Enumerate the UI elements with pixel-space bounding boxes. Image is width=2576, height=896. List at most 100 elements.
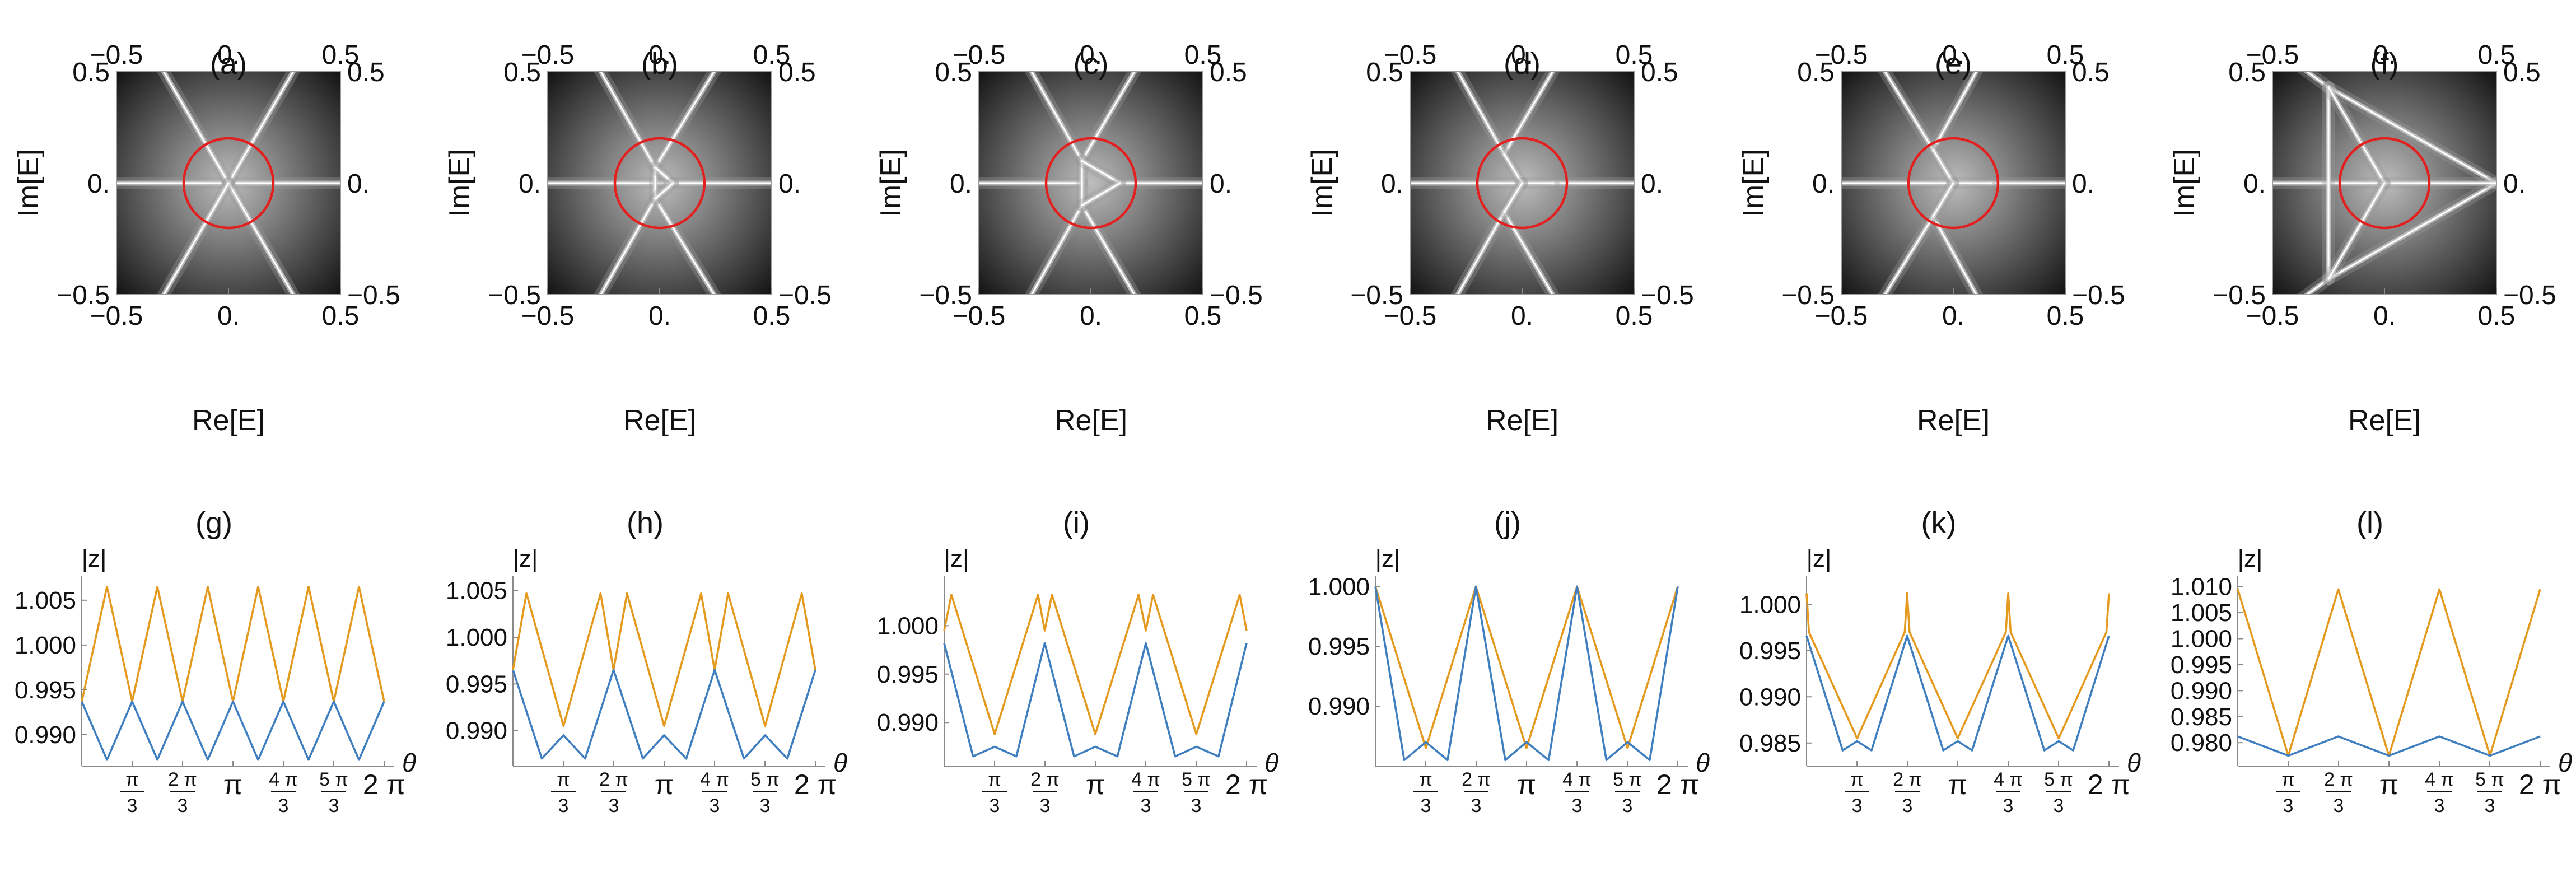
fraction-denominator: 3 — [760, 795, 771, 816]
x-tick-label-top: −0.5 — [521, 40, 575, 70]
y-tick-label-right: −0.5 — [1210, 281, 1263, 310]
fraction-denominator: 3 — [1471, 795, 1482, 816]
density-panel-1: −0.5−0.50.0.0.50.5−0.5 −0.50. 0.0.5 0.5(a)R… — [12, 40, 400, 437]
x-tick-label: 2 π — [2088, 769, 2130, 800]
x-tick-label: π — [1948, 769, 1968, 800]
x-tick-fraction: 4 π3 — [700, 769, 729, 816]
y-tick-label-left: 0. — [519, 169, 541, 199]
spectral-branch-line — [2327, 182, 2386, 280]
fraction-numerator: 5 π — [319, 769, 348, 790]
fraction-denominator: 3 — [2003, 795, 2014, 816]
x-tick-fraction: 2 π3 — [1462, 769, 1491, 816]
y-tick-label-left: −0.5 — [2213, 281, 2266, 310]
fraction-numerator: π — [988, 769, 1001, 790]
x-tick-label-top: 0.5 — [1184, 40, 1222, 70]
y-tick-label-right: 0.5 — [1210, 58, 1247, 87]
x-tick-fraction: 5 π3 — [1182, 769, 1211, 816]
x-tick-label-bottom: 0. — [1942, 301, 1964, 331]
panel-label: (c) — [1074, 47, 1109, 81]
spectral-branch-line — [1884, 216, 1934, 295]
y-tick-label-left: 0. — [2243, 169, 2266, 199]
y-tick-label-left: −0.5 — [919, 281, 972, 310]
x-tick-fraction: 5 π3 — [2475, 769, 2504, 816]
series-line — [1805, 634, 2110, 752]
spectral-branch-line — [654, 198, 716, 295]
density-panel-2: −0.5−0.50.0.0.50.5−0.5 −0.50. 0.0.5 0.5(b)R… — [444, 40, 832, 437]
x-tick-fraction: 4 π3 — [1562, 769, 1592, 816]
spectral-branch-line — [2327, 182, 2496, 280]
y-tick-label-left: 0.5 — [72, 58, 110, 87]
y-tick-label-left: 0.5 — [935, 58, 972, 87]
x-tick-fraction: 4 π3 — [269, 769, 298, 816]
spectral-branch-line — [1457, 211, 1505, 295]
y-axis-label: |z| — [1375, 545, 1401, 572]
y-axis-label: Im[E] — [444, 149, 476, 217]
x-tick-label-bottom: 0.5 — [2478, 301, 2516, 331]
x-tick-label-top: 0. — [2373, 40, 2396, 70]
panel-label: (g) — [195, 506, 232, 540]
fraction-numerator: 2 π — [1030, 769, 1060, 790]
spectral-branch-line — [1457, 72, 1505, 155]
x-tick-label-top: 0. — [1080, 40, 1102, 70]
y-tick-label-right: 0.5 — [778, 58, 816, 87]
x-tick-label-bottom: −0.5 — [1815, 301, 1868, 331]
spectral-branch-line — [1884, 72, 1934, 151]
y-tick-label: 0.995 — [15, 676, 76, 704]
y-tick-label-right: 0. — [347, 169, 370, 199]
x-tick-label-bottom: 0. — [217, 301, 240, 331]
density-panel-5: −0.5−0.50.0.0.50.5−0.5 −0.50. 0.0.5 0.5(e)R… — [1737, 40, 2125, 437]
series-line — [1374, 585, 1679, 749]
x-axis-label: Re[E] — [1054, 404, 1127, 437]
y-tick-label-left: 0.5 — [2228, 58, 2266, 87]
fraction-denominator: 3 — [2485, 795, 2495, 816]
fraction-numerator: π — [125, 769, 138, 790]
x-tick-label: 2 π — [1656, 769, 1699, 800]
spectral-branch-line — [2327, 86, 2386, 184]
x-tick-label-bottom: 0.5 — [1616, 301, 1653, 331]
x-tick-label-top: −0.5 — [1384, 40, 1437, 70]
fraction-numerator: 5 π — [1182, 769, 1211, 790]
x-tick-fraction: 4 π3 — [2425, 769, 2454, 816]
series-line — [81, 586, 385, 703]
x-tick-fraction: π3 — [1844, 769, 1869, 816]
y-tick-label: 0.980 — [2171, 729, 2232, 757]
panel-label: (e) — [1935, 47, 1972, 81]
x-tick-label-top: 0.5 — [322, 40, 360, 70]
y-axis-label: |z| — [2238, 545, 2263, 572]
x-tick-label-top: 0. — [648, 40, 671, 70]
density-panel-6: −0.5−0.50.0.0.50.5−0.5 −0.50. 0.0.5 0.5(f)R… — [2168, 40, 2556, 437]
series-line — [943, 594, 1248, 735]
y-axis-label: |z| — [513, 545, 538, 572]
y-tick-label: 1.000 — [1739, 591, 1801, 618]
y-tick-label-right: 0. — [2503, 169, 2526, 199]
y-tick-label-left: 0. — [950, 169, 972, 199]
x-tick-label-bottom: 0.5 — [2047, 301, 2084, 331]
spectral-branch-line — [654, 72, 716, 169]
fraction-denominator: 3 — [1141, 795, 1151, 816]
spectral-branch-line — [162, 72, 230, 184]
y-tick-label: 0.990 — [1739, 683, 1801, 711]
panel-label: (a) — [210, 47, 247, 81]
fraction-denominator: 3 — [2334, 795, 2344, 816]
x-axis-label: Re[E] — [1486, 404, 1558, 437]
fraction-numerator: 5 π — [750, 769, 780, 790]
y-tick-label-right: −0.5 — [347, 281, 400, 310]
y-tick-label: 1.000 — [15, 632, 76, 659]
x-tick-label-top: −0.5 — [953, 40, 1006, 70]
y-tick-label-left: −0.5 — [57, 281, 110, 310]
y-tick-label-left: 0.5 — [1366, 58, 1403, 87]
x-tick-label: π — [2379, 769, 2399, 800]
y-tick-label-right: −0.5 — [1641, 281, 1694, 310]
fraction-numerator: 5 π — [2044, 769, 2073, 790]
x-tick-label-bottom: 0. — [648, 301, 671, 331]
y-tick-label: 1.010 — [2171, 573, 2232, 601]
fraction-numerator: 2 π — [168, 769, 197, 790]
x-tick-fraction: 5 π3 — [1613, 769, 1642, 816]
x-tick-label: π — [1086, 769, 1105, 800]
fraction-numerator: 2 π — [1462, 769, 1491, 790]
series-line — [943, 642, 1248, 758]
y-tick-label: 0.995 — [446, 670, 507, 698]
